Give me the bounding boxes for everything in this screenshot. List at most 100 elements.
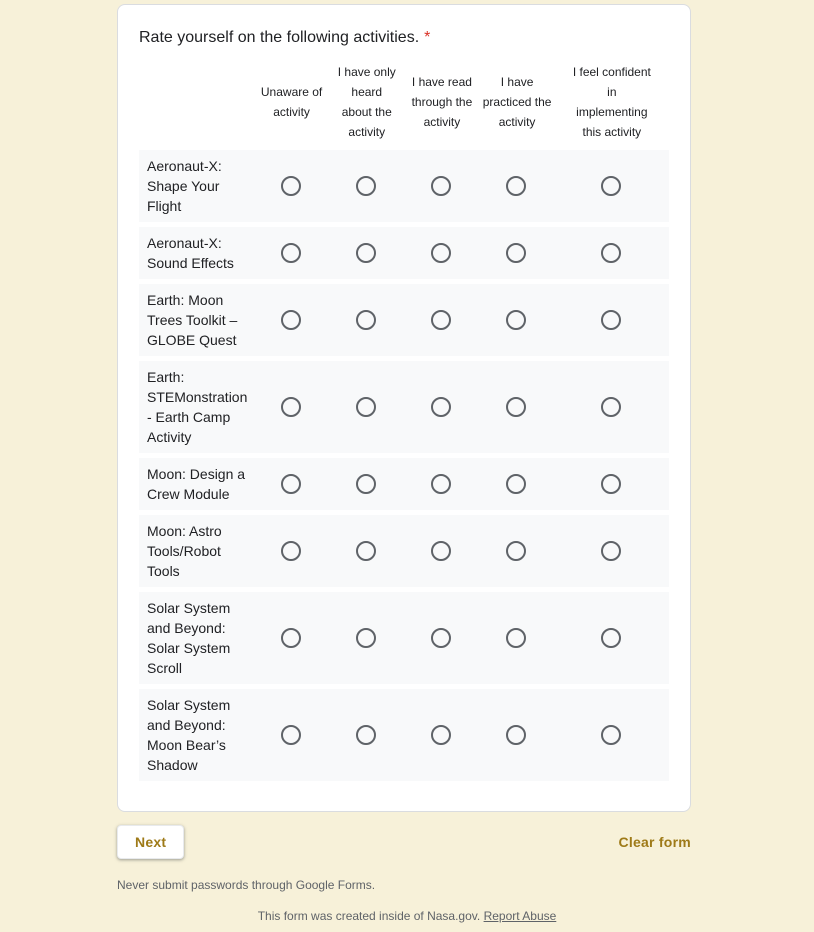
radio-row0-col3[interactable]: [505, 176, 526, 196]
radio-row1-col1[interactable]: [356, 243, 377, 263]
question-card: Rate yourself on the following activitie…: [117, 4, 691, 812]
radio-cell-row7-col0: [254, 725, 329, 745]
grid-header: Unaware of activity I have only heard abo…: [139, 62, 669, 142]
radio-cell-row1-col0: [254, 243, 329, 263]
radio-cell-row6-col1: [329, 628, 404, 648]
radio-cell-row4-col0: [254, 474, 329, 494]
row-label-0: Aeronaut-X: Shape Your Flight: [147, 158, 222, 214]
radio-cell-row3-col3: [478, 397, 553, 417]
radio-row2-col4[interactable]: [601, 310, 622, 330]
row-label-6: Solar System and Beyond: Solar System Sc…: [147, 600, 231, 676]
password-warning: Never submit passwords through Google Fo…: [117, 878, 376, 892]
radio-cell-row5-col4: [553, 541, 669, 561]
radio-row3-col1[interactable]: [356, 397, 377, 417]
grid-row-2: Earth: Moon Trees Toolkit – GLOBE Quest: [139, 284, 669, 356]
radio-row7-col3[interactable]: [505, 725, 526, 745]
next-button[interactable]: Next: [117, 825, 185, 859]
radio-cell-row2-col1: [329, 310, 404, 330]
radio-row2-col2[interactable]: [430, 310, 451, 330]
radio-row1-col3[interactable]: [505, 243, 526, 263]
radio-row5-col0[interactable]: [281, 541, 302, 561]
radio-cell-row6-col2: [404, 628, 479, 648]
column-header-0: Unaware of activity: [260, 85, 323, 119]
question-title-text: Rate yourself on the following activitie…: [139, 29, 420, 46]
row-label-7: Solar System and Beyond: Moon Bear’s Sha…: [147, 697, 231, 773]
created-notice: This form was created inside of Nasa.gov…: [0, 908, 814, 924]
radio-row5-col4[interactable]: [601, 541, 622, 561]
radio-row0-col4[interactable]: [601, 176, 622, 196]
radio-row7-col0[interactable]: [281, 725, 302, 745]
required-asterisk: *: [424, 29, 431, 46]
radio-cell-row2-col2: [404, 310, 479, 330]
radio-cell-row7-col4: [553, 725, 669, 745]
radio-row2-col3[interactable]: [505, 310, 526, 330]
radio-row4-col1[interactable]: [356, 474, 377, 494]
grid-row-0: Aeronaut-X: Shape Your Flight: [139, 150, 669, 222]
clear-form-button[interactable]: Clear form: [618, 834, 691, 850]
grid-row-3: Earth: STEMonstration - Earth Camp Activ…: [139, 361, 669, 453]
radio-cell-row0-col2: [404, 176, 479, 196]
radio-cell-row0-col0: [254, 176, 329, 196]
radio-row1-col2[interactable]: [430, 243, 451, 263]
radio-cell-row1-col2: [404, 243, 479, 263]
radio-row6-col0[interactable]: [281, 628, 302, 648]
radio-row3-col3[interactable]: [505, 397, 526, 417]
radio-cell-row1-col1: [329, 243, 404, 263]
radio-cell-row3-col2: [404, 397, 479, 417]
radio-cell-row6-col0: [254, 628, 329, 648]
radio-row5-col3[interactable]: [505, 541, 526, 561]
radio-row4-col4[interactable]: [601, 474, 622, 494]
radio-row0-col2[interactable]: [430, 176, 451, 196]
radio-cell-row5-col1: [329, 541, 404, 561]
radio-row2-col1[interactable]: [356, 310, 377, 330]
row-label-3: Earth: STEMonstration - Earth Camp Activ…: [147, 369, 248, 445]
radio-cell-row7-col3: [478, 725, 553, 745]
radio-cell-row3-col4: [553, 397, 669, 417]
radio-row5-col2[interactable]: [430, 541, 451, 561]
radio-cell-row3-col1: [329, 397, 404, 417]
column-header-2: I have read through the activity: [411, 75, 473, 129]
radio-row4-col2[interactable]: [430, 474, 451, 494]
radio-cell-row5-col2: [404, 541, 479, 561]
row-label-1: Aeronaut-X: Sound Effects: [147, 235, 234, 271]
grid-row-6: Solar System and Beyond: Solar System Sc…: [139, 592, 669, 684]
radio-cell-row2-col4: [553, 310, 669, 330]
radio-cell-row3-col0: [254, 397, 329, 417]
created-notice-text: This form was created inside of Nasa.gov…: [257, 909, 481, 923]
radio-row3-col0[interactable]: [281, 397, 302, 417]
radio-cell-row6-col4: [553, 628, 669, 648]
radio-row6-col4[interactable]: [601, 628, 622, 648]
radio-row3-col4[interactable]: [601, 397, 622, 417]
rating-grid: Unaware of activity I have only heard abo…: [139, 62, 669, 781]
radio-row0-col1[interactable]: [356, 176, 377, 196]
radio-row7-col1[interactable]: [356, 725, 377, 745]
radio-cell-row2-col3: [478, 310, 553, 330]
form-column: Rate yourself on the following activitie…: [117, 0, 691, 893]
form-actions: Next Clear form: [117, 825, 691, 859]
grid-row-7: Solar System and Beyond: Moon Bear’s Sha…: [139, 689, 669, 781]
row-label-5: Moon: Astro Tools/Robot Tools: [147, 523, 222, 579]
radio-row7-col2[interactable]: [430, 725, 451, 745]
radio-cell-row5-col3: [478, 541, 553, 561]
radio-row3-col2[interactable]: [430, 397, 451, 417]
radio-row0-col0[interactable]: [281, 176, 302, 196]
radio-cell-row7-col2: [404, 725, 479, 745]
radio-row6-col1[interactable]: [356, 628, 377, 648]
radio-cell-row6-col3: [478, 628, 553, 648]
column-header-1: I have only heard about the activity: [337, 65, 396, 139]
report-abuse-link[interactable]: Report Abuse: [483, 909, 557, 923]
radio-cell-row2-col0: [254, 310, 329, 330]
radio-row6-col3[interactable]: [505, 628, 526, 648]
radio-row6-col2[interactable]: [430, 628, 451, 648]
radio-cell-row5-col0: [254, 541, 329, 561]
radio-row5-col1[interactable]: [356, 541, 377, 561]
radio-cell-row0-col3: [478, 176, 553, 196]
column-header-4: I feel confident in implementing this ac…: [572, 65, 651, 139]
radio-row7-col4[interactable]: [601, 725, 622, 745]
radio-row4-col3[interactable]: [505, 474, 526, 494]
radio-row4-col0[interactable]: [281, 474, 302, 494]
radio-row1-col0[interactable]: [281, 243, 302, 263]
radio-row2-col0[interactable]: [281, 310, 302, 330]
radio-row1-col4[interactable]: [601, 243, 622, 263]
